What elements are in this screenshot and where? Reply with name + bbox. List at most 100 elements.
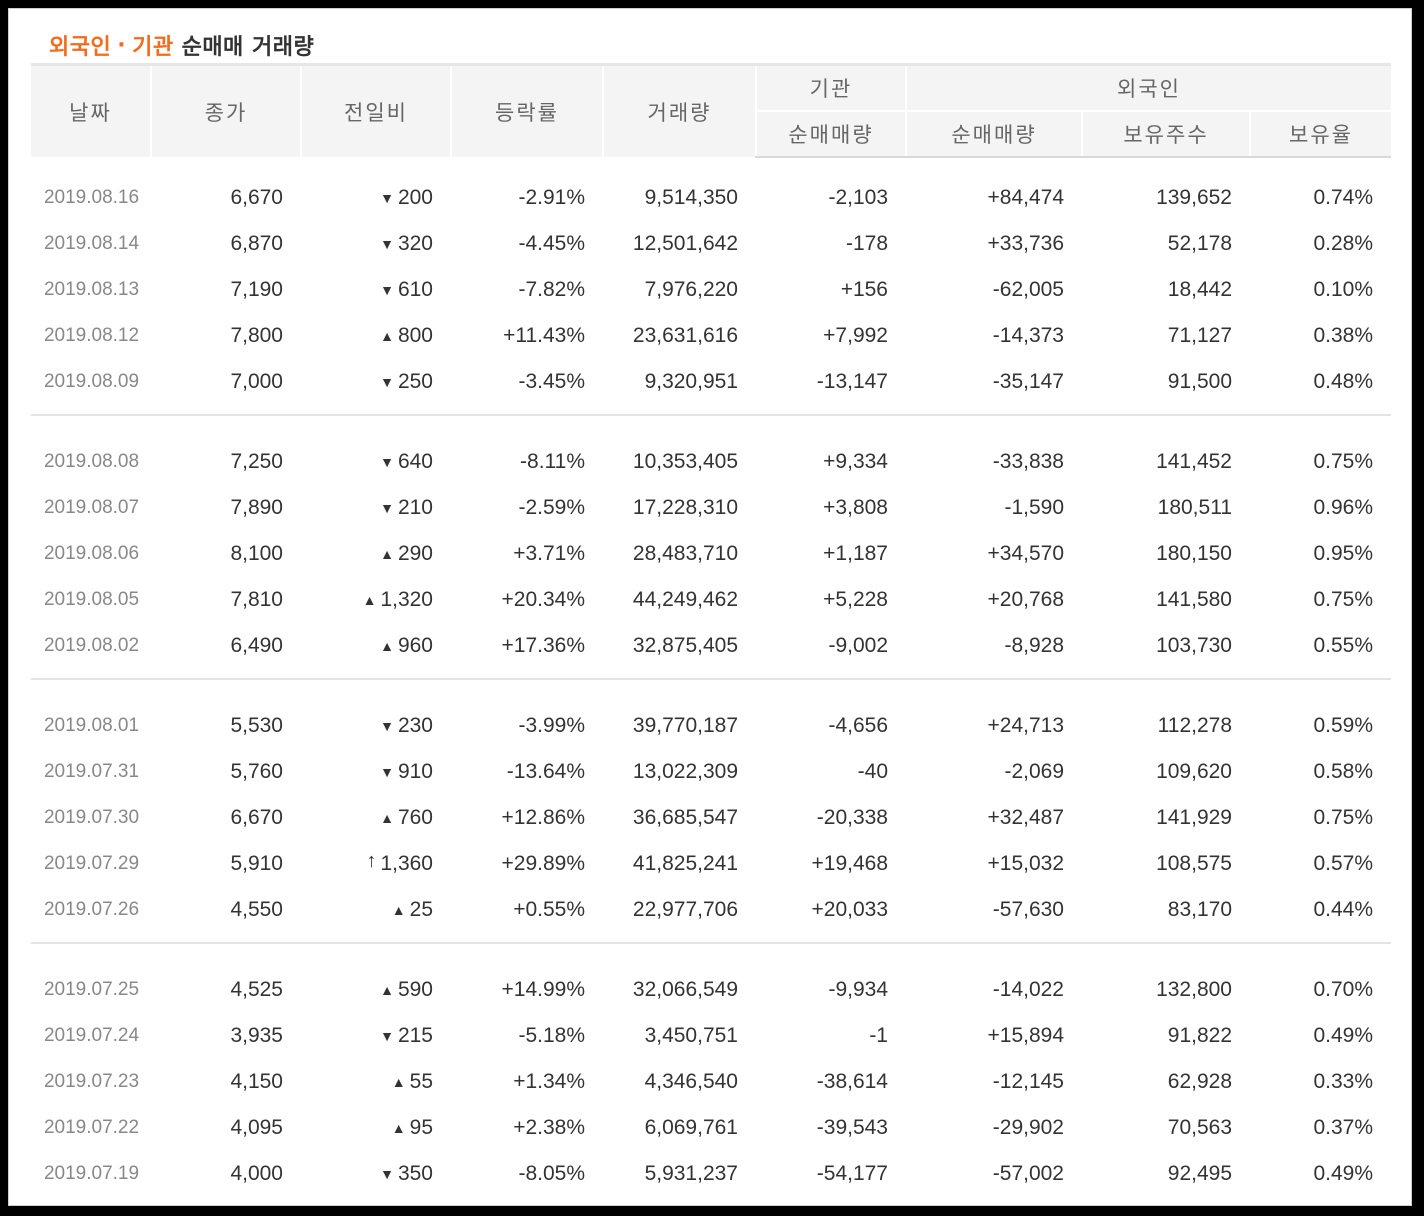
cell-change: ▲ 290 — [301, 531, 451, 577]
cell-close: 7,250 — [230, 450, 283, 473]
cell-foreign-ratio: 0.49% — [1313, 1162, 1374, 1185]
table-row: 2019.08.12 7,800 ▲ 800 +11.43% 23,631,616 +7,9… — [31, 313, 1391, 359]
down-triangle-icon: ▼ — [380, 454, 394, 470]
cell-foreign-hold: 18,442 — [1167, 278, 1232, 301]
change-value: 910 — [397, 760, 433, 783]
cell-volume: 17,228,310 — [632, 496, 738, 519]
table-row: 2019.08.06 8,100 ▲ 290 +3.71% 28,483,710 +1,18… — [31, 531, 1391, 577]
down-triangle-icon: ▼ — [380, 282, 394, 298]
change-value: 610 — [397, 278, 433, 301]
cell-foreign-hold: 52,178 — [1167, 232, 1232, 255]
cell-change: ▼ 320 — [301, 221, 451, 267]
cell-close: 6,670 — [230, 186, 283, 209]
change-value: 230 — [397, 714, 433, 737]
panel-title: 외국인 · 기관 순매매 거래량 — [49, 29, 314, 61]
cell-foreign-ratio: 0.96% — [1313, 496, 1374, 519]
cell-date: 2019.08.06 — [43, 543, 140, 564]
cell-foreign-ratio: 0.37% — [1313, 1116, 1374, 1139]
cell-foreign-ratio: 0.58% — [1313, 760, 1374, 783]
cell-volume: 44,249,462 — [632, 588, 738, 611]
end-cell — [31, 1197, 1391, 1209]
down-triangle-icon: ▼ — [380, 190, 394, 206]
cell-volume: 32,875,405 — [632, 634, 738, 657]
cell-change: ▲ 960 — [301, 623, 451, 669]
cell-inst-net: -39,543 — [816, 1116, 888, 1139]
cell-foreign-net: -57,630 — [992, 898, 1064, 921]
change-value: 200 — [397, 186, 433, 209]
change-value: 800 — [397, 324, 433, 347]
cell-rate: -13.64% — [506, 760, 585, 783]
up-triangle-icon: ▲ — [391, 902, 406, 918]
cell-foreign-ratio: 0.33% — [1313, 1070, 1374, 1093]
cell-inst-net: -4,656 — [828, 714, 888, 737]
table-row: 2019.08.08 7,250 ▼ 640 -8.11% 10,353,405 +9,33… — [31, 439, 1391, 485]
cell-change: ▲ 25 — [301, 887, 451, 933]
cell-date: 2019.08.08 — [43, 451, 140, 472]
cell-foreign-net: -35,147 — [992, 370, 1064, 393]
cell-volume: 10,353,405 — [632, 450, 738, 473]
cell-date: 2019.07.22 — [43, 1117, 140, 1138]
cell-rate: -3.45% — [518, 370, 585, 393]
cell-close: 4,150 — [230, 1070, 283, 1093]
cell-rate: -5.18% — [518, 1024, 585, 1047]
cell-foreign-net: -8,928 — [1004, 634, 1064, 657]
cell-close: 5,910 — [230, 852, 283, 875]
cell-volume: 3,450,751 — [644, 1024, 738, 1047]
cell-volume: 4,346,540 — [644, 1070, 738, 1093]
cell-date: 2019.07.30 — [43, 807, 140, 828]
cell-change: ▼ 230 — [301, 703, 451, 749]
table-row: 2019.08.05 7,810 ▲ 1,320 +20.34% 44,249,462 +5… — [31, 577, 1391, 623]
change-value: 250 — [397, 370, 433, 393]
cell-foreign-net: -33,838 — [992, 450, 1064, 473]
cell-rate: +11.43% — [503, 324, 585, 347]
change-value: 960 — [397, 634, 433, 657]
table-row: 2019.08.02 6,490 ▲ 960 +17.36% 32,875,405 -9,0… — [31, 623, 1391, 669]
cell-rate: +29.89% — [501, 852, 586, 875]
cell-foreign-net: -57,002 — [992, 1162, 1064, 1185]
cell-foreign-hold: 92,495 — [1167, 1162, 1232, 1185]
cell-date: 2019.08.14 — [43, 233, 140, 254]
up-triangle-icon: ▲ — [380, 810, 394, 826]
cell-foreign-hold: 139,652 — [1156, 186, 1232, 209]
cell-inst-net: -9,934 — [828, 978, 888, 1001]
change-value: 590 — [397, 978, 433, 1001]
cell-close: 3,935 — [230, 1024, 283, 1047]
cell-foreign-net: +33,736 — [987, 232, 1065, 255]
cell-date: 2019.08.12 — [43, 325, 140, 346]
up-triangle-icon: ▲ — [391, 1074, 406, 1090]
separator-cell — [31, 405, 1392, 439]
cell-close: 4,000 — [230, 1162, 283, 1185]
cell-foreign-net: +32,487 — [987, 806, 1065, 829]
cell-foreign-hold: 180,150 — [1156, 542, 1232, 565]
cell-foreign-hold: 108,575 — [1156, 852, 1232, 875]
title-foreign: 외국인 — [49, 35, 112, 60]
cell-volume: 9,514,350 — [644, 186, 738, 209]
cell-rate: -8.11% — [520, 450, 585, 473]
cell-date: 2019.07.25 — [43, 979, 140, 1000]
cell-foreign-net: +15,032 — [987, 852, 1065, 875]
cell-rate: +0.55% — [513, 898, 585, 921]
cell-change: ▼ 215 — [301, 1013, 451, 1059]
cell-close: 7,800 — [230, 324, 283, 347]
col-foreign-ratio: 보유율 — [1248, 110, 1392, 158]
cell-rate: -4.45% — [518, 232, 585, 255]
col-volume: 거래량 — [602, 64, 756, 157]
cell-foreign-hold: 180,511 — [1157, 496, 1232, 519]
cell-volume: 39,770,187 — [632, 714, 738, 737]
cell-volume: 9,320,951 — [644, 370, 738, 393]
cell-close: 7,190 — [230, 278, 283, 301]
table-gap — [31, 157, 1391, 175]
cell-foreign-ratio: 0.49% — [1313, 1024, 1374, 1047]
cell-foreign-hold: 71,127 — [1167, 324, 1232, 347]
cell-rate: +3.71% — [513, 542, 585, 565]
cell-close: 8,100 — [230, 542, 283, 565]
cell-foreign-ratio: 0.75% — [1313, 450, 1374, 473]
cell-foreign-net: +20,768 — [987, 588, 1065, 611]
cell-foreign-net: -2,069 — [1004, 760, 1064, 783]
cell-foreign-net: -14,022 — [992, 978, 1064, 1001]
cell-close: 5,760 — [230, 760, 283, 783]
change-value: 215 — [397, 1024, 433, 1047]
cell-change: ▼ 210 — [301, 485, 451, 531]
cell-close: 7,000 — [230, 370, 283, 393]
cell-close: 4,550 — [230, 898, 283, 921]
